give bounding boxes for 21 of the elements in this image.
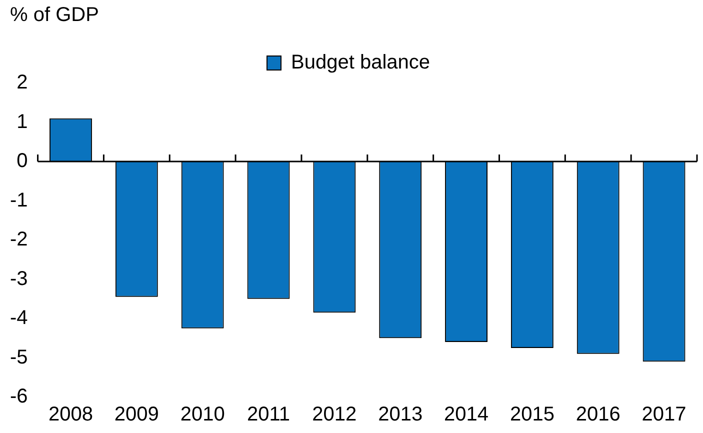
x-tick-label: 2009	[114, 404, 159, 426]
x-tick-label: 2015	[510, 404, 554, 426]
x-tick-label: 2014	[444, 404, 489, 426]
y-tick-label: -3	[10, 268, 28, 290]
y-tick-label: -1	[10, 189, 28, 212]
x-tick-label: 2010	[180, 404, 225, 426]
y-tick-label: 1	[16, 110, 28, 133]
x-tick-label: 2012	[312, 404, 357, 426]
x-tick-label: 2017	[642, 404, 686, 426]
y-tick-label: -6	[10, 386, 28, 408]
y-tick-label: -2	[10, 228, 28, 251]
y-tick-label: -5	[10, 346, 28, 368]
y-axis-title: % of GDP	[10, 4, 99, 27]
y-tick-label: 0	[16, 150, 28, 172]
y-tick-label: 2	[16, 72, 28, 94]
legend-label: Budget balance	[291, 52, 430, 74]
x-tick-label: 2013	[378, 404, 423, 426]
x-tick-label: 2016	[576, 404, 620, 426]
x-tick-label: 2008	[48, 404, 93, 426]
x-tick-label: 2011	[247, 404, 290, 426]
y-tick-label: -4	[10, 307, 28, 330]
